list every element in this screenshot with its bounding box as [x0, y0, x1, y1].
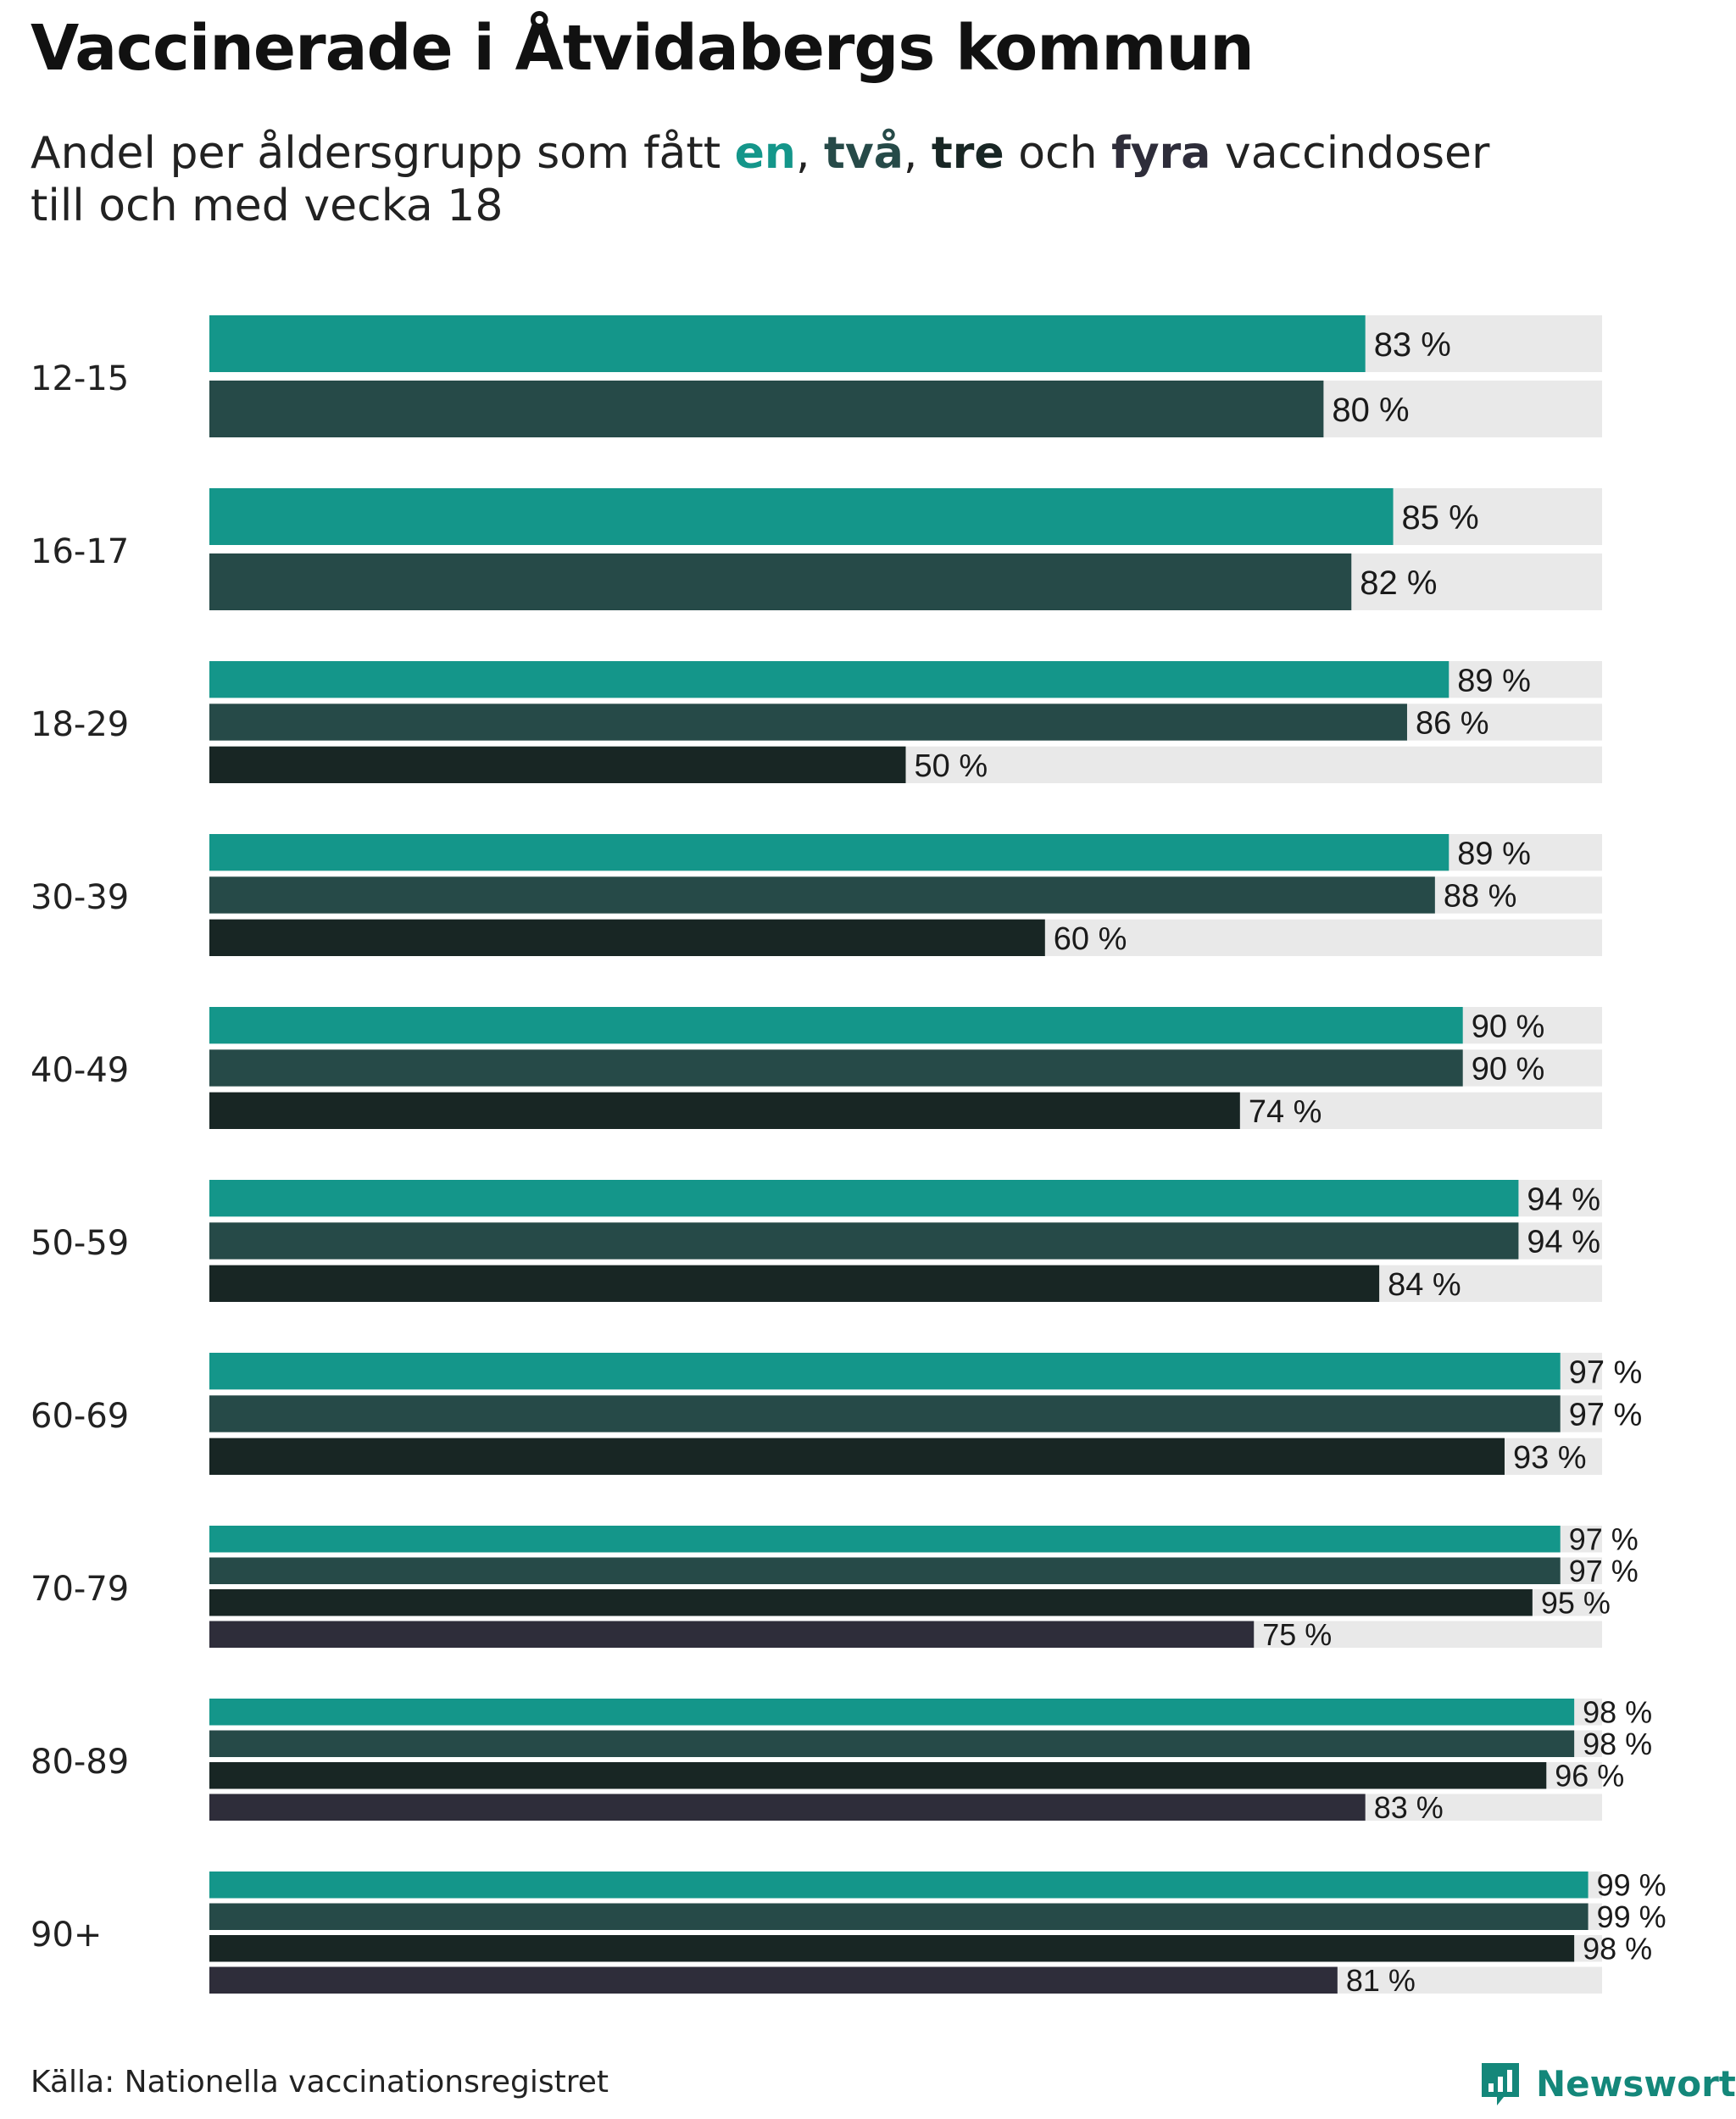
newsworthy-logo-icon: [1482, 2063, 1519, 2105]
brand-name: Newsworthy: [1536, 2062, 1736, 2105]
data-label: 98 %: [1583, 1932, 1652, 1966]
chart-subtitle: Andel per åldersgrupp som fått en, två, …: [31, 127, 1641, 232]
data-label: 90 %: [1472, 1009, 1545, 1044]
category-label: 30-39: [31, 878, 129, 917]
bar-en: [209, 488, 1394, 545]
category-label: 80-89: [31, 1743, 129, 1782]
data-label: 98 %: [1583, 1727, 1652, 1761]
data-label: 97 %: [1569, 1398, 1643, 1433]
bar-två: [209, 1557, 1561, 1584]
data-label: 97 %: [1569, 1522, 1639, 1557]
data-label: 97 %: [1569, 1554, 1639, 1588]
data-label: 83 %: [1374, 1790, 1444, 1825]
data-label: 99 %: [1597, 1899, 1666, 1934]
data-label: 74 %: [1249, 1094, 1322, 1130]
bar-tre: [209, 1438, 1505, 1475]
category-label: 18-29: [31, 705, 129, 744]
data-label: 84 %: [1388, 1267, 1461, 1303]
data-label: 89 %: [1457, 836, 1531, 871]
bar-två: [209, 1903, 1589, 1930]
bar-en: [209, 1180, 1519, 1217]
bar-en: [209, 1007, 1463, 1044]
data-label: 95 %: [1541, 1586, 1611, 1621]
bar-två: [209, 553, 1352, 610]
chart-title: Vaccinerade i Åtvidabergs kommun: [31, 12, 1255, 85]
bar-tre: [209, 1762, 1547, 1789]
bar-två: [209, 1222, 1519, 1260]
data-label: 50 %: [915, 748, 988, 784]
subtitle-prefix: Andel per åldersgrupp som fått: [31, 128, 735, 179]
bar-fyra: [209, 1794, 1366, 1821]
legend-dose-3: tre: [931, 128, 1004, 179]
subtitle-suffix: vaccindoser: [1210, 128, 1490, 179]
subtitle-separator: ,: [795, 128, 825, 179]
subtitle-line-2: till och med vecka 18: [31, 181, 504, 231]
category-label: 40-49: [31, 1051, 129, 1090]
bar-en: [209, 315, 1366, 372]
legend-dose-1: en: [734, 128, 796, 179]
data-label: 88 %: [1444, 879, 1517, 915]
legend-dose-2: två: [824, 128, 904, 179]
data-label: 83 %: [1374, 326, 1451, 364]
subtitle-separator: ,: [903, 128, 932, 179]
bar-chart: 12-15 83 % 80 % 16-17 85 % 82 % 18-29 89 % 86 % 5…: [31, 315, 1666, 1998]
legend-dose-4: fyra: [1111, 128, 1211, 179]
bar-tre: [209, 1265, 1380, 1302]
bar-två: [209, 381, 1324, 437]
data-label: 97 %: [1569, 1354, 1643, 1390]
category-label: 70-79: [31, 1570, 129, 1609]
bar-fyra: [209, 1621, 1255, 1648]
source-note: Källa: Nationella vaccinationsregistret: [31, 2065, 609, 2100]
brand-logo: Newsworthy: [1478, 2058, 1736, 2109]
bar-två: [209, 704, 1407, 741]
bar-tre: [209, 1589, 1533, 1616]
data-label: 60 %: [1054, 921, 1127, 957]
data-label: 85 %: [1402, 499, 1479, 537]
data-label: 94 %: [1527, 1182, 1600, 1217]
bar-fyra: [209, 1966, 1338, 1994]
data-label: 94 %: [1527, 1225, 1600, 1260]
bar-två: [209, 876, 1435, 914]
bar-två: [209, 1049, 1463, 1087]
data-label: 75 %: [1262, 1617, 1332, 1652]
bar-en: [209, 661, 1449, 698]
category-label: 90+: [31, 1916, 102, 1955]
data-label: 86 %: [1416, 706, 1489, 742]
bar-en: [209, 834, 1449, 871]
bar-tre: [209, 1935, 1575, 1962]
bar-en: [209, 1699, 1575, 1726]
bar-en: [209, 1872, 1589, 1899]
category-label: 16-17: [31, 532, 129, 571]
subtitle-line-1: Andel per åldersgrupp som fått en, två, …: [31, 127, 1641, 180]
data-label: 93 %: [1513, 1440, 1587, 1476]
data-label: 90 %: [1472, 1052, 1545, 1087]
bar-tre: [209, 1092, 1240, 1129]
bar-två: [209, 1395, 1561, 1432]
data-label: 98 %: [1583, 1695, 1652, 1730]
data-label: 96 %: [1555, 1759, 1624, 1794]
bar-två: [209, 1730, 1575, 1757]
bar-en: [209, 1353, 1561, 1390]
category-label: 60-69: [31, 1397, 129, 1436]
category-label: 50-59: [31, 1224, 129, 1263]
category-label: 12-15: [31, 359, 129, 398]
bar-tre: [209, 746, 906, 783]
data-label: 99 %: [1597, 1868, 1666, 1903]
data-label: 82 %: [1360, 565, 1437, 602]
data-label: 89 %: [1457, 663, 1531, 698]
bar-tre: [209, 919, 1045, 956]
data-label: 80 %: [1332, 392, 1409, 429]
data-label: 81 %: [1346, 1963, 1416, 1998]
bar-en: [209, 1526, 1561, 1553]
subtitle-connector: och: [1004, 128, 1112, 179]
